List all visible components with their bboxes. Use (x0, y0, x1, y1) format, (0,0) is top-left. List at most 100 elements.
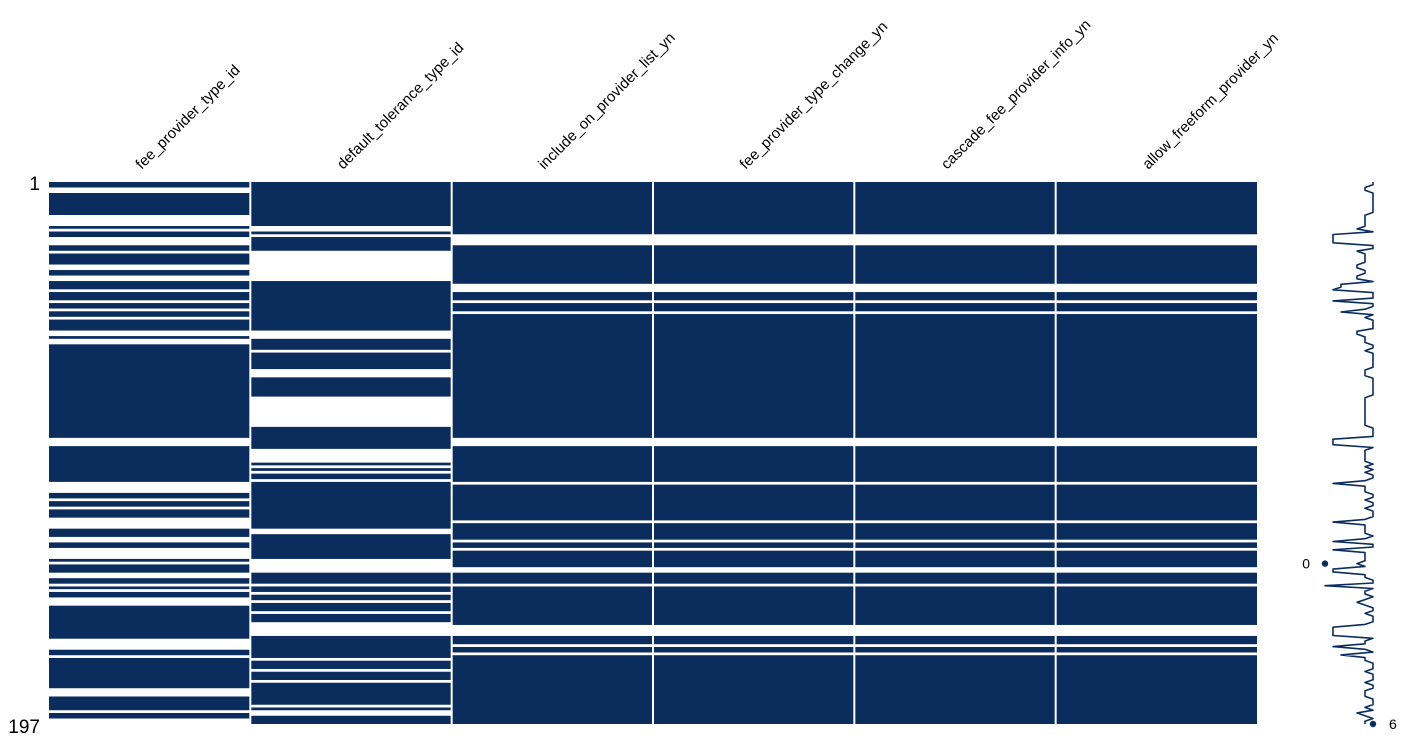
missing-cell-band (250, 679, 452, 683)
missing-cell-band (250, 611, 452, 614)
missing-cell-band (49, 338, 251, 345)
missing-cell-band (451, 311, 653, 315)
missing-cell-band (653, 437, 855, 447)
missing-cell-band (1055, 283, 1257, 293)
missing-cell-band (653, 567, 855, 573)
missing-cell-band (854, 437, 1056, 447)
missing-cell-band (49, 330, 251, 337)
column-fill-fee_provider_type_change_yn (653, 182, 855, 724)
missing-cell-band (250, 330, 452, 339)
missing-cell-band (653, 300, 855, 304)
column-label-allow_freeform_provider_yn: allow_freeform_provider_yn (1139, 30, 1282, 173)
missing-cell-band (49, 237, 251, 246)
missing-cell-band (653, 539, 855, 543)
missing-cell-band (49, 187, 251, 194)
missing-cell-band (451, 567, 653, 573)
missing-cell-band (49, 481, 251, 493)
missing-cell-band (1055, 624, 1257, 636)
missing-cell-band (49, 228, 251, 232)
missing-cell-band (250, 668, 452, 672)
missing-cell-band (653, 520, 855, 524)
missing-cell-band (1055, 311, 1257, 315)
missing-cell-band (653, 481, 855, 485)
column-label-include_on_provider_list_yn: include_on_provider_list_yn (535, 29, 679, 173)
missing-cell-band (250, 479, 452, 482)
missing-cell-band (451, 547, 653, 551)
sparkline-min-label: 0 (1302, 556, 1310, 572)
missing-cell-band (250, 600, 452, 603)
missing-cell-band (451, 644, 653, 647)
missing-cell-band (49, 316, 251, 320)
column-fill-include_on_provider_list_yn (451, 182, 653, 724)
missing-cell-band (250, 704, 452, 708)
missing-cell-band (451, 234, 653, 246)
missing-cell-band (49, 300, 251, 304)
missing-cell-band (250, 226, 452, 232)
missing-cell-band (653, 583, 855, 587)
missing-cell-band (250, 234, 452, 238)
missing-cell-band (49, 597, 251, 606)
column-separators (249, 182, 1057, 724)
missing-cell-band (49, 506, 251, 510)
missing-cell-band (854, 539, 1056, 543)
missing-cell-band (451, 652, 653, 656)
missing-cell-band (1055, 520, 1257, 524)
missing-cell-band (854, 652, 1056, 656)
missing-cell-band (451, 283, 653, 293)
missing-cell-band (653, 652, 855, 656)
column-fill-fee_provider_type_id (49, 182, 251, 724)
matrix-area (49, 182, 1257, 724)
column-label-cascade_fee_provider_info_yn: cascade_fee_provider_info_yn (938, 16, 1094, 172)
missing-cell-band (451, 583, 653, 587)
missing-cell-band (49, 572, 251, 579)
missing-cell-band (1055, 547, 1257, 551)
missing-cell-band (1055, 652, 1257, 656)
missing-cell-band (250, 657, 452, 661)
missing-cell-band (451, 624, 653, 636)
row-label-last: 197 (8, 717, 40, 738)
missing-cell-band (854, 547, 1056, 551)
missing-cell-band (49, 718, 251, 724)
missing-cell-band (1055, 644, 1257, 647)
missing-cell-band (451, 437, 653, 447)
missing-cell-band (250, 369, 452, 378)
missing-cell-band (49, 688, 251, 697)
missing-cell-band (1055, 234, 1257, 246)
missing-cell-band (854, 567, 1056, 573)
missing-cell-band (854, 283, 1056, 293)
missing-cell-band (250, 465, 452, 469)
missing-cell-band (653, 283, 855, 293)
missing-cell-band (250, 583, 452, 587)
missing-cell-band (250, 349, 452, 353)
missing-cell-band (250, 250, 452, 282)
missing-cell-band (854, 644, 1056, 647)
missing-cell-band (250, 710, 452, 716)
column-label-fee_provider_type_change_yn: fee_provider_type_change_yn (736, 18, 891, 173)
missing-cell-band (854, 481, 1056, 485)
missing-cell-band (1055, 539, 1257, 543)
missing-cell-band (49, 710, 251, 713)
missing-cell-band (250, 591, 452, 595)
missing-cell-band (49, 275, 251, 282)
missing-cell-band (49, 547, 251, 559)
missing-cell-band (1055, 300, 1257, 304)
missing-cell-band (1055, 567, 1257, 573)
missing-cell-band (854, 311, 1056, 315)
column-fill-cascade_fee_provider_info_yn (854, 182, 1056, 724)
missing-cell-band (854, 234, 1056, 246)
sparkline-min-marker (1321, 560, 1329, 567)
sparkline: 06 (1302, 182, 1397, 732)
missing-cell-band (653, 624, 855, 636)
missing-cell-band (250, 396, 452, 427)
missing-cell-band (653, 311, 855, 315)
missing-cell-band (1055, 481, 1257, 485)
sparkline-max-marker (1369, 720, 1377, 728)
missing-cell-band (250, 622, 452, 636)
column-label-fee_provider_type_id: fee_provider_type_id (132, 62, 243, 173)
row-label-first: 1 (29, 174, 40, 195)
missing-cell-band (49, 437, 251, 447)
missing-cell-band (49, 561, 251, 565)
missing-cell-band (1055, 437, 1257, 447)
missing-cell-band (854, 583, 1056, 587)
